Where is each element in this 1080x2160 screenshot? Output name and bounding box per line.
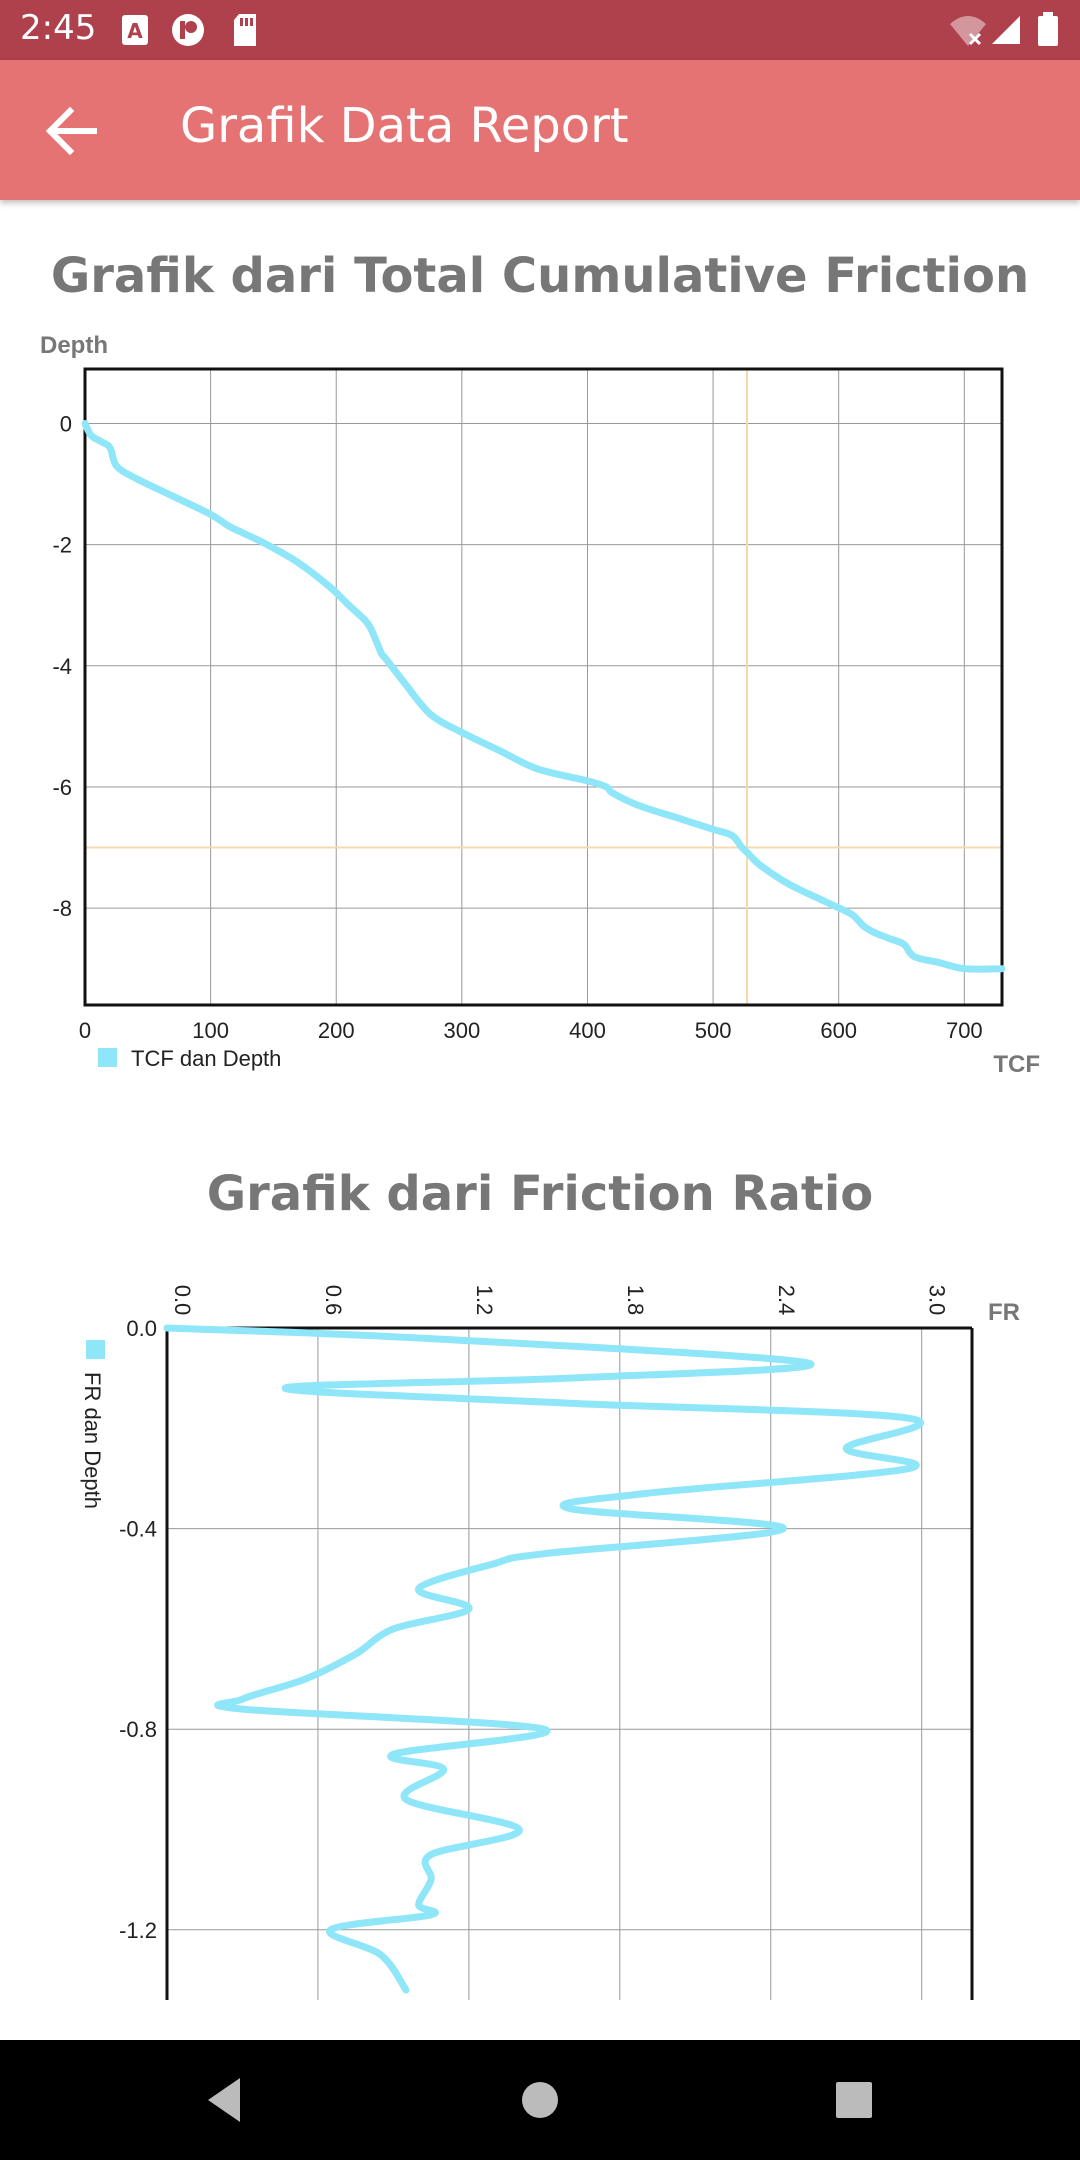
sd-card-icon [234, 14, 256, 46]
circle-p-icon [172, 14, 204, 46]
status-bar: 2:45 A [0, 0, 1080, 60]
x-tick-label: 1.2 [472, 1285, 497, 1316]
y-tick-label: -4 [52, 654, 72, 679]
back-button[interactable] [30, 96, 110, 166]
x-tick-label: 300 [443, 1018, 480, 1043]
plot-frame [83, 367, 1004, 1007]
wifi-off-icon [950, 16, 986, 46]
x-tick-label: 500 [695, 1018, 732, 1043]
legend-label: FR dan Depth [80, 1372, 105, 1509]
battery-icon [1038, 12, 1058, 46]
x-axis-label: FR [988, 1299, 1020, 1326]
x-tick-label: 0.6 [321, 1285, 346, 1316]
x-tick-label: 600 [820, 1018, 857, 1043]
app-bar: Grafik Data Report [0, 60, 1080, 200]
y-tick-label: -0.4 [119, 1517, 157, 1542]
x-tick-label: 400 [569, 1018, 606, 1043]
a-icon: A [122, 15, 148, 45]
y-tick-label: 0 [60, 412, 72, 437]
fr-chart: 0.0 0.6 1.2 1.8 2.4 3.0 0.0 -0.4 -0.8 -1.2 FR FR da… [80, 1285, 1020, 2000]
legend-swatch [86, 1340, 105, 1359]
x-tick-label: 0 [79, 1018, 91, 1043]
tcf-chart-title: Grafik dari Total Cumulative Friction [50, 248, 1030, 304]
x-tick-label: 200 [318, 1018, 355, 1043]
nav-back-icon[interactable] [200, 2070, 250, 2130]
fr-series-line [163, 1324, 924, 1994]
nav-home-icon[interactable] [515, 2070, 565, 2130]
status-time: 2:45 [20, 8, 97, 48]
arrow-back-icon [45, 106, 97, 156]
x-tick-label: 3.0 [925, 1285, 950, 1316]
x-tick-label: 100 [192, 1018, 229, 1043]
x-tick-label: 0.0 [170, 1285, 195, 1316]
legend-swatch [98, 1048, 117, 1067]
tcf-series-line [81, 420, 1006, 973]
nav-recents-icon[interactable] [830, 2070, 880, 2130]
y-tick-label: -1.2 [119, 1918, 157, 1943]
y-tick-label: 0.0 [126, 1316, 157, 1341]
signal-icon [992, 16, 1020, 44]
y-tick-label: -0.8 [119, 1717, 157, 1742]
x-tick-label: 1.8 [623, 1285, 648, 1316]
tcf-chart: 0 100 200 300 400 500 600 700 0 -2 -4 -6 -8 Depth TCF T… [40, 332, 1040, 1078]
x-tick-label: 700 [946, 1018, 983, 1043]
legend-label: TCF dan Depth [131, 1046, 281, 1071]
page-title: Grafik Data Report [180, 98, 629, 154]
x-axis-label: TCF [993, 1051, 1040, 1078]
y-tick-label: -8 [52, 896, 72, 921]
fr-chart-title: Grafik dari Friction Ratio [206, 1166, 874, 1222]
y-tick-label: -2 [52, 533, 72, 558]
y-axis-label: Depth [40, 332, 108, 359]
y-tick-label: -6 [52, 775, 72, 800]
navigation-bar [0, 2040, 1080, 2160]
svg-text:A: A [127, 19, 143, 43]
x-tick-label: 2.4 [774, 1285, 799, 1316]
